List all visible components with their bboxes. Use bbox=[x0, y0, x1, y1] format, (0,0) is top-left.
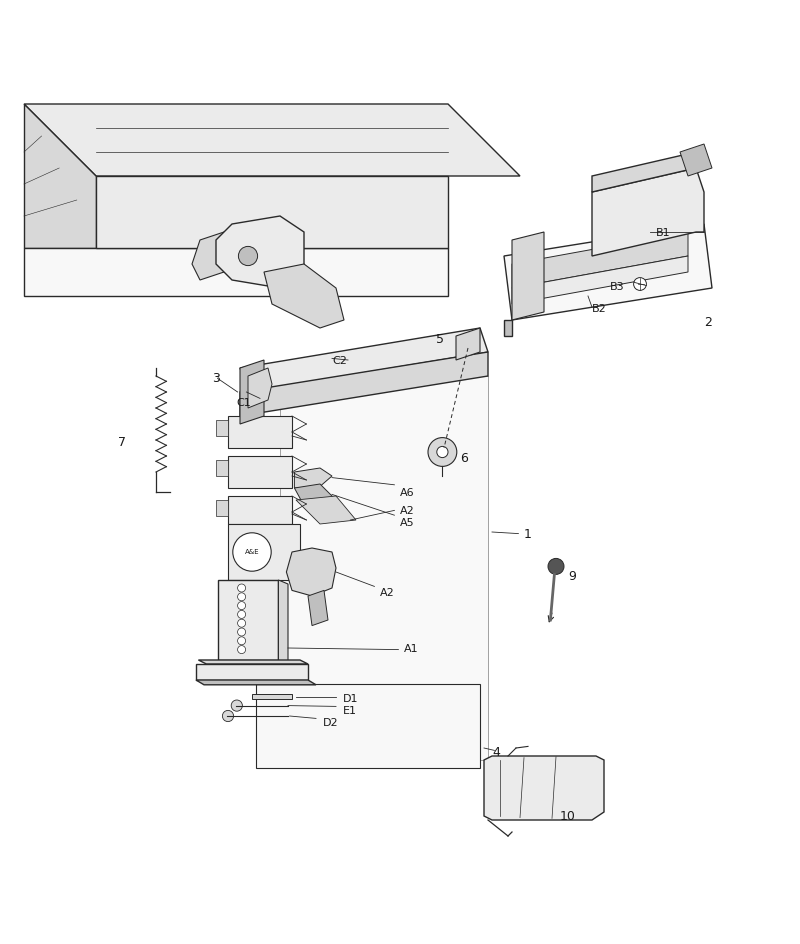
Polygon shape bbox=[294, 484, 336, 506]
Text: A6: A6 bbox=[400, 488, 414, 498]
Text: A5: A5 bbox=[400, 517, 414, 528]
Polygon shape bbox=[24, 248, 448, 296]
Text: E1: E1 bbox=[342, 706, 357, 716]
Circle shape bbox=[428, 438, 457, 466]
Polygon shape bbox=[240, 328, 488, 392]
Polygon shape bbox=[228, 416, 292, 448]
Polygon shape bbox=[484, 756, 604, 820]
Circle shape bbox=[238, 611, 246, 618]
Text: A2: A2 bbox=[380, 588, 394, 598]
Text: 4: 4 bbox=[492, 746, 500, 759]
Text: 5: 5 bbox=[436, 333, 444, 346]
Text: A&E: A&E bbox=[245, 549, 259, 555]
Polygon shape bbox=[286, 548, 336, 596]
Polygon shape bbox=[216, 460, 228, 476]
Polygon shape bbox=[216, 420, 228, 436]
Polygon shape bbox=[504, 320, 512, 336]
Text: A1: A1 bbox=[404, 644, 418, 654]
Text: D1: D1 bbox=[342, 694, 358, 703]
Polygon shape bbox=[196, 664, 308, 680]
Text: B2: B2 bbox=[592, 304, 606, 314]
Circle shape bbox=[231, 700, 242, 711]
Polygon shape bbox=[240, 360, 264, 424]
Circle shape bbox=[238, 601, 246, 610]
Polygon shape bbox=[512, 232, 688, 288]
Polygon shape bbox=[592, 152, 696, 192]
Polygon shape bbox=[240, 352, 488, 416]
Text: 10: 10 bbox=[560, 810, 576, 822]
Polygon shape bbox=[228, 524, 300, 580]
Circle shape bbox=[548, 559, 564, 574]
Polygon shape bbox=[198, 660, 308, 664]
Polygon shape bbox=[504, 224, 712, 320]
Polygon shape bbox=[216, 216, 304, 288]
Polygon shape bbox=[280, 376, 488, 760]
Circle shape bbox=[437, 447, 448, 458]
Text: B1: B1 bbox=[656, 228, 670, 238]
Text: C2: C2 bbox=[332, 356, 347, 366]
Circle shape bbox=[238, 246, 258, 265]
Polygon shape bbox=[512, 256, 688, 304]
Circle shape bbox=[238, 593, 246, 600]
Polygon shape bbox=[192, 232, 232, 280]
Polygon shape bbox=[512, 232, 544, 320]
Text: 1: 1 bbox=[524, 528, 532, 541]
Circle shape bbox=[238, 628, 246, 636]
Circle shape bbox=[238, 584, 246, 592]
Polygon shape bbox=[592, 168, 704, 256]
Polygon shape bbox=[252, 695, 292, 700]
Circle shape bbox=[222, 711, 234, 721]
Polygon shape bbox=[24, 104, 96, 248]
Polygon shape bbox=[680, 144, 712, 176]
Text: C1: C1 bbox=[236, 398, 250, 409]
Polygon shape bbox=[256, 684, 480, 768]
Text: 9: 9 bbox=[568, 569, 576, 582]
Circle shape bbox=[238, 637, 246, 645]
Polygon shape bbox=[456, 328, 480, 360]
Text: 3: 3 bbox=[212, 372, 220, 385]
Polygon shape bbox=[96, 176, 448, 248]
Text: A2: A2 bbox=[400, 506, 414, 515]
Text: 7: 7 bbox=[118, 436, 126, 449]
Text: 6: 6 bbox=[460, 452, 468, 465]
Polygon shape bbox=[294, 468, 332, 488]
Circle shape bbox=[233, 532, 271, 571]
Text: 2: 2 bbox=[704, 316, 712, 329]
Circle shape bbox=[238, 646, 246, 653]
Polygon shape bbox=[196, 680, 316, 684]
Text: B3: B3 bbox=[610, 282, 624, 293]
Polygon shape bbox=[248, 368, 272, 408]
Circle shape bbox=[634, 278, 646, 291]
Circle shape bbox=[238, 619, 246, 627]
Polygon shape bbox=[228, 496, 292, 524]
Polygon shape bbox=[308, 590, 328, 626]
Polygon shape bbox=[218, 580, 278, 660]
Polygon shape bbox=[228, 456, 292, 488]
Polygon shape bbox=[264, 264, 344, 328]
Polygon shape bbox=[24, 104, 520, 176]
Polygon shape bbox=[278, 580, 288, 664]
Polygon shape bbox=[216, 500, 228, 516]
Text: D2: D2 bbox=[322, 718, 338, 729]
Polygon shape bbox=[296, 496, 356, 524]
